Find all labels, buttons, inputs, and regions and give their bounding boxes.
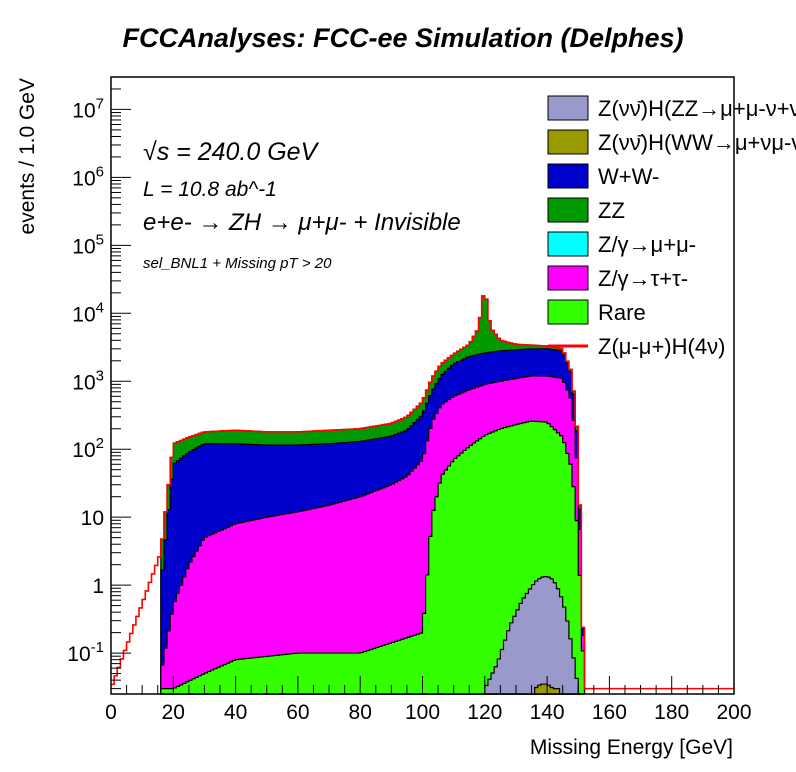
legend-swatch bbox=[547, 163, 589, 189]
y-tick-label: 1 bbox=[92, 575, 104, 598]
x-tick-label: 20 bbox=[162, 701, 185, 724]
y-tick-label: 107 bbox=[72, 95, 104, 122]
y-tick-label: 106 bbox=[72, 163, 104, 190]
x-tick-label: 140 bbox=[530, 701, 565, 724]
x-tick-label: 60 bbox=[286, 701, 309, 724]
legend-swatch bbox=[547, 299, 589, 325]
legend-label: Z(μ-μ+)H(4ν) bbox=[598, 334, 725, 359]
y-axis-label: events / 1.0 GeV bbox=[16, 78, 39, 234]
x-tick-label: 200 bbox=[716, 701, 751, 724]
y-tick-label: 102 bbox=[72, 435, 104, 462]
legend-swatch bbox=[547, 231, 589, 257]
annotation-selection: sel_BNL1 + Missing pT > 20 bbox=[143, 255, 332, 272]
x-tick-label: 80 bbox=[349, 701, 372, 724]
y-tick-label: 105 bbox=[72, 231, 104, 258]
x-tick-label: 0 bbox=[105, 701, 117, 724]
x-axis: 0 20 40 60 80 100 120 140 160 180 200 bbox=[105, 676, 752, 724]
x-tick-label: 120 bbox=[467, 701, 502, 724]
annotation-sqrt-s: √s = 240.0 GeV bbox=[143, 138, 320, 166]
annotation-process: e+e- → ZH → μ+μ- + Invisible bbox=[143, 209, 461, 236]
legend-label: Rare bbox=[598, 300, 646, 325]
legend-label: Z(νν̄)H(ZZ→μ+μ-ν+ν-) bbox=[598, 96, 796, 121]
legend-label: W+W- bbox=[598, 164, 659, 189]
series-line-signal bbox=[111, 295, 734, 690]
y-axis: 10-1 1 10 102 103 104 105 106 107 bbox=[67, 76, 131, 690]
plot-area bbox=[111, 295, 734, 695]
legend-swatch bbox=[547, 197, 589, 223]
legend: Z(νν̄)H(ZZ→μ+μ-ν+ν-) Z(νν̄)H(WW→μ+νμ-ν) W+… bbox=[547, 95, 796, 359]
x-tick-label: 180 bbox=[654, 701, 689, 724]
y-tick-label: 104 bbox=[72, 299, 104, 326]
legend-swatch bbox=[547, 265, 589, 291]
y-tick-label: 10-1 bbox=[67, 639, 104, 666]
y-tick-label: 10 bbox=[81, 507, 104, 530]
x-axis-label: Missing Energy [GeV] bbox=[530, 736, 733, 759]
legend-swatch bbox=[547, 129, 589, 155]
x-tick-label: 100 bbox=[405, 701, 440, 724]
series-area-rare bbox=[160, 420, 586, 695]
legend-label: Z/γ→τ+τ- bbox=[598, 266, 688, 291]
legend-label: Z(νν̄)H(WW→μ+νμ-ν) bbox=[598, 130, 796, 155]
y-tick-label: 103 bbox=[72, 367, 104, 394]
annotation-lumi: L = 10.8 ab^-1 bbox=[143, 178, 277, 201]
legend-swatch bbox=[547, 95, 589, 121]
x-tick-label: 40 bbox=[224, 701, 247, 724]
x-tick-label: 160 bbox=[592, 701, 627, 724]
legend-label: ZZ bbox=[598, 198, 625, 223]
series-area-z-h-zz- bbox=[484, 575, 579, 695]
chart-title: FCCAnalyses: FCC-ee Simulation (Delphes) bbox=[122, 23, 683, 53]
legend-label: Z/γ→μ+μ- bbox=[598, 232, 696, 257]
